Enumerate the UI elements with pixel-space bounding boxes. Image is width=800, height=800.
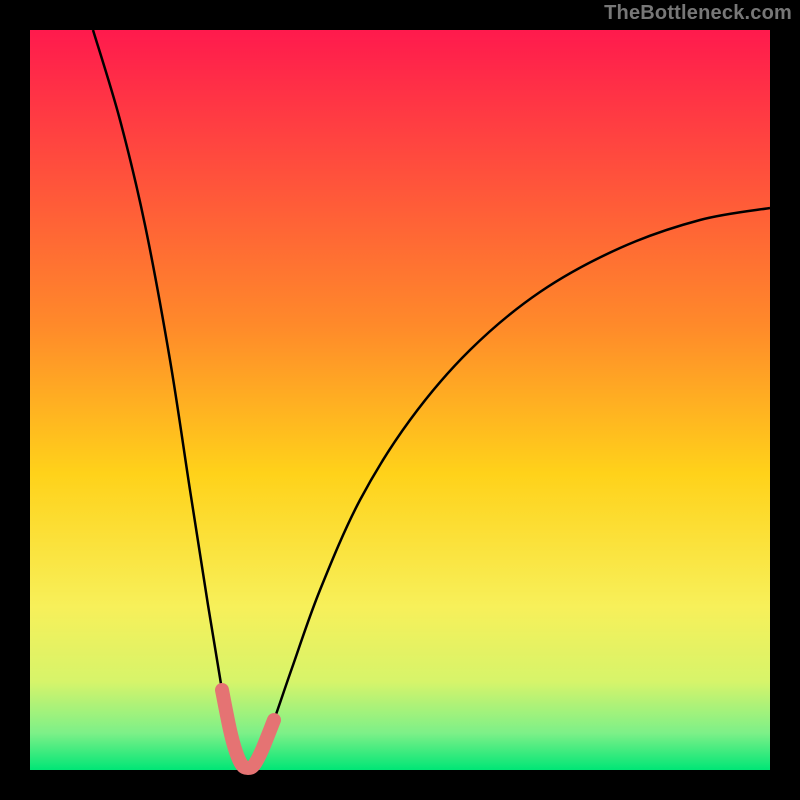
plot-background (30, 30, 770, 770)
watermark-label: TheBottleneck.com (604, 2, 792, 25)
bottleneck-chart (0, 0, 800, 800)
figure-canvas: TheBottleneck.com (0, 0, 800, 800)
